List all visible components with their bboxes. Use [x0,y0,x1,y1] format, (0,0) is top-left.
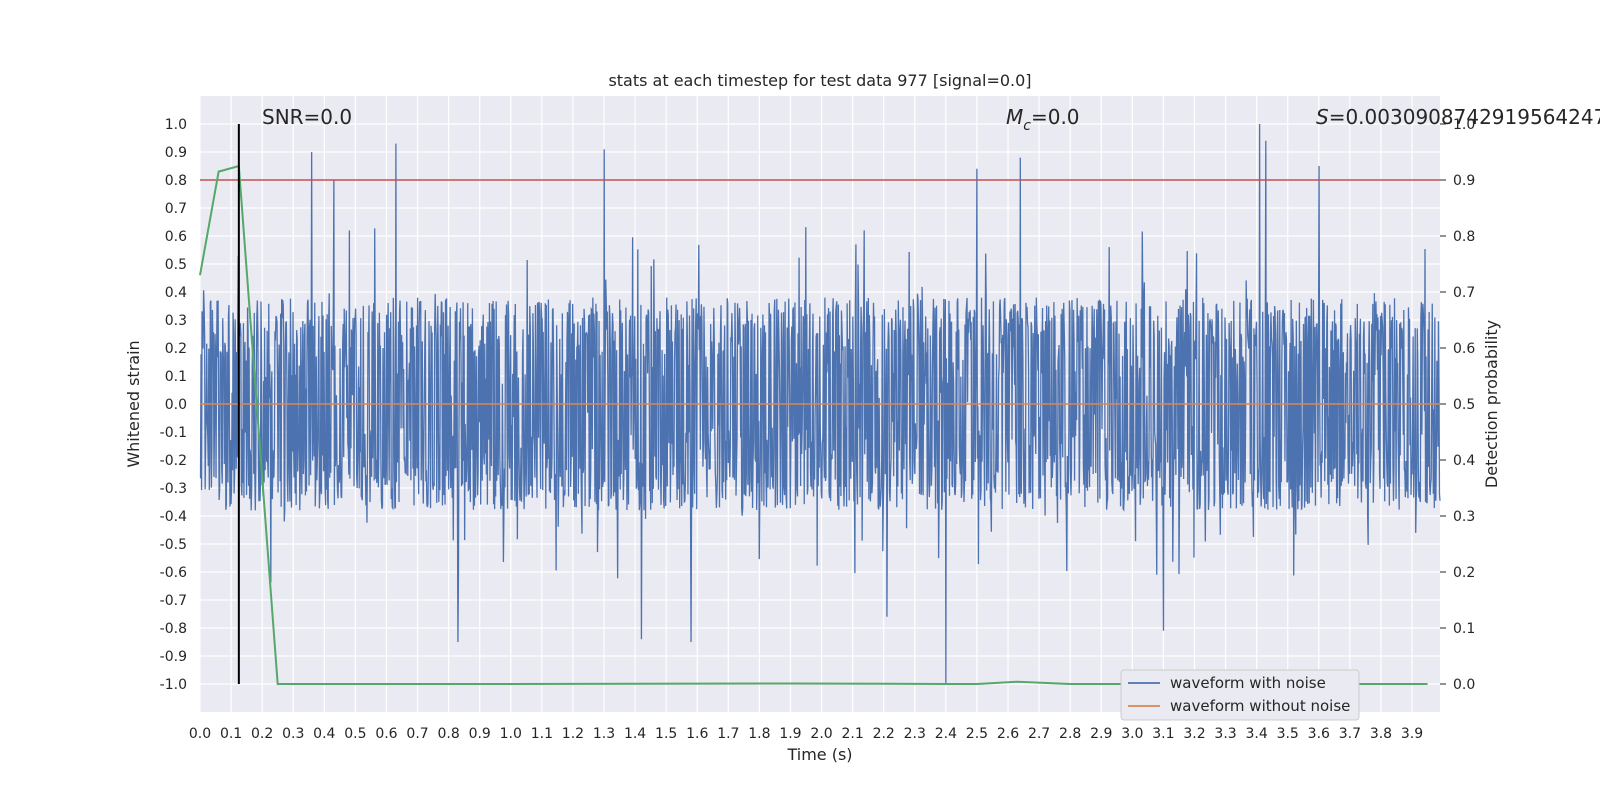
x-tick-label: 0.9 [469,726,491,742]
y2-tick-label: 0.3 [1453,509,1475,525]
y-tick-label: 0.5 [165,257,187,273]
y-tick-label: 0.9 [165,145,187,161]
x-tick-label: 1.7 [717,726,739,742]
x-tick-label: 2.2 [873,726,895,742]
x-tick-label: 1.3 [593,726,615,742]
x-tick-label: 0.0 [189,726,211,742]
ticks: 0.0 0.1 0.2 0.3 0.4 0.5 0.6 0.7 0.8 0.9 1.0 1.1 1.2 1… [160,117,1476,742]
x-tick-label: 2.7 [1028,726,1050,742]
y-tick-label: 0.3 [165,313,187,329]
x-tick-label: 2.3 [904,726,926,742]
y-tick-label: 1.0 [165,117,187,133]
x-tick-label: 2.5 [966,726,988,742]
x-tick-label: 0.5 [344,726,366,742]
y2-tick-label: 0.7 [1453,285,1475,301]
x-axis-label: Time (s) [786,745,852,764]
y-tick-label: -0.7 [160,593,187,609]
x-tick-label: 0.8 [437,726,459,742]
y-tick-label: -0.9 [160,649,187,665]
y2-tick-label: 0.8 [1453,229,1475,245]
y-axis-label: Whitened strain [124,340,143,467]
chirp-mass-annotation: Mc=0.0 [1006,105,1080,134]
y-tick-label: -0.2 [160,453,187,469]
chart-title: stats at each timestep for test data 977… [608,71,1031,90]
legend-label-waveform-without-noise: waveform without noise [1170,697,1350,715]
y-tick-label: -0.5 [160,537,187,553]
x-tick-label: 0.7 [406,726,428,742]
legend: waveform with noise waveform without noi… [1120,669,1360,721]
y-tick-label: 0.2 [165,341,187,357]
y2-tick-label: 0.9 [1453,173,1475,189]
y-tick-label: 0.4 [165,285,187,301]
y-tick-label: -0.8 [160,621,187,637]
x-tick-label: 2.1 [841,726,863,742]
x-tick-label: 2.9 [1090,726,1112,742]
x-tick-label: 1.1 [531,726,553,742]
y-tick-label: 0.0 [165,397,187,413]
x-tick-label: 1.8 [748,726,770,742]
legend-box [1120,669,1360,721]
y-tick-label: -0.6 [160,565,187,581]
x-tick-label: 1.0 [500,726,522,742]
y-tick-label: 0.1 [165,369,187,385]
x-tick-label: 3.4 [1246,726,1268,742]
x-tick-label: 1.9 [779,726,801,742]
x-tick-label: 3.6 [1308,726,1330,742]
y-tick-label: 0.6 [165,229,187,245]
x-tick-label: 3.7 [1339,726,1361,742]
x-tick-label: 2.4 [935,726,957,742]
y2-tick-label: 0.2 [1453,565,1475,581]
x-tick-label: 3.9 [1401,726,1423,742]
x-tick-label: 3.0 [1121,726,1143,742]
series-waveform-with-noise [199,123,1441,685]
chirp-mass-value: =0.0 [1031,105,1080,129]
x-tick-label: 3.5 [1277,726,1299,742]
x-tick-label: 1.2 [562,726,584,742]
x-tick-label: 3.1 [1152,726,1174,742]
snr-annotation: SNR=0.0 [262,105,352,129]
y-tick-label: -0.3 [160,481,187,497]
x-tick-label: 0.6 [375,726,397,742]
x-tick-label: 1.6 [686,726,708,742]
x-tick-label: 3.8 [1370,726,1392,742]
x-tick-label: 2.6 [997,726,1019,742]
y2-tick-label: 0.1 [1453,621,1475,637]
y-tick-label: -0.4 [160,509,187,525]
x-tick-label: 0.1 [220,726,242,742]
chirp-mass-subscript: c [1023,118,1031,134]
x-tick-label: 1.5 [655,726,677,742]
y-tick-label: -1.0 [160,677,187,693]
x-tick-label: 0.3 [282,726,304,742]
y-tick-label: 0.8 [165,173,187,189]
statistic-value: =0.0030908742919564247 [1329,105,1600,129]
y2-tick-label: 0.5 [1453,397,1475,413]
y2-tick-label: 0.0 [1453,677,1475,693]
legend-label-waveform-with-noise: waveform with noise [1170,674,1326,692]
y2-tick-label: 1.0 [1453,117,1475,133]
y2-tick-label: 0.6 [1453,341,1475,357]
x-tick-label: 1.4 [624,726,646,742]
x-tick-label: 3.3 [1214,726,1236,742]
y2-axis-label: Detection probability [1482,320,1501,488]
y-tick-label: -0.1 [160,425,187,441]
x-tick-label: 3.2 [1183,726,1205,742]
chirp-mass-symbol: M [1006,105,1023,129]
y-tick-label: 0.7 [165,201,187,217]
statistic-symbol: S [1316,105,1329,129]
x-tick-label: 2.8 [1059,726,1081,742]
x-tick-label: 0.2 [251,726,273,742]
x-tick-label: 0.4 [313,726,335,742]
y2-tick-label: 0.4 [1453,453,1475,469]
x-tick-label: 2.0 [810,726,832,742]
statistic-annotation: S=0.0030908742919564247 [1316,105,1600,129]
